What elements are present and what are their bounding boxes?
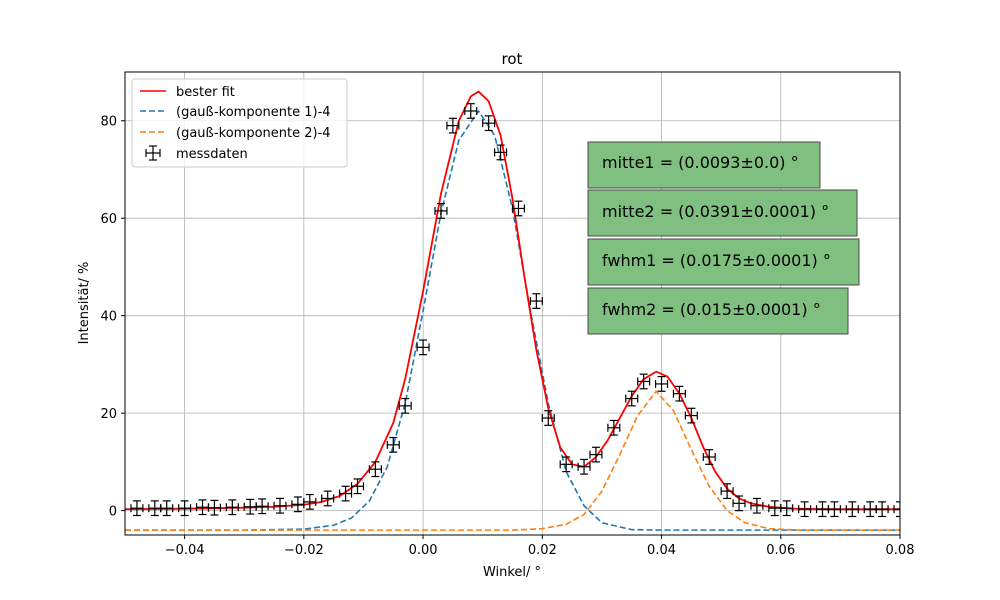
data-point (654, 376, 669, 392)
data-point (720, 483, 734, 500)
data-point (243, 498, 257, 515)
data-point (130, 500, 144, 517)
data-point (195, 499, 210, 516)
data-point (768, 500, 782, 517)
legend-label-component-2: (gauß-komponente 2)-4 (176, 126, 331, 141)
series-line-component-2 (125, 390, 900, 531)
x-axis-label: Winkel/ ° (483, 565, 541, 580)
data-point (178, 500, 192, 517)
x-tick-label: 0.06 (766, 543, 795, 558)
data-point (607, 419, 621, 436)
legend-swatch-messdaten (145, 145, 161, 161)
data-point (625, 390, 639, 407)
y-axis-label: Intensität/ % (77, 262, 92, 345)
data-point (702, 449, 716, 465)
legend-label-component-1: (gauß-komponente 1)-4 (176, 105, 331, 120)
data-point (207, 499, 221, 516)
data-point (827, 501, 841, 518)
data-point (446, 117, 460, 134)
curves (125, 90, 900, 531)
error-bars (130, 103, 900, 518)
data-point (273, 497, 287, 514)
data-point (798, 501, 812, 518)
plot-frame (124, 71, 901, 536)
data-point (339, 485, 353, 502)
series-line-fit (125, 90, 900, 511)
legend-label-fit: bester fit (176, 85, 235, 100)
data-point (350, 478, 365, 495)
data-point (511, 200, 526, 217)
annotation-box-mitte2 (587, 189, 858, 237)
x-tick-label: −0.02 (284, 543, 324, 558)
fit-parameter-annotations: mitte1 = (0.0093±0.0) ° mitte2 = (0.0391… (587, 141, 860, 335)
chart-title: rot (502, 50, 523, 68)
x-tick-label: 0.00 (409, 543, 438, 558)
annotation-box-mitte1 (587, 141, 821, 189)
data-point (541, 410, 555, 426)
data-point (416, 339, 430, 356)
data-point (255, 498, 269, 515)
data-point (577, 458, 591, 475)
data-point (482, 115, 496, 132)
data-point (386, 436, 400, 453)
legend: bester fit (gauß-komponente 1)-4 (gauß-k… (131, 78, 348, 168)
y-tick-label: 0 (109, 505, 117, 520)
y-tick-label: 40 (100, 310, 117, 325)
data-point (637, 373, 651, 390)
series-line-component-1 (125, 110, 900, 531)
data-point (148, 500, 162, 517)
data-point (303, 493, 317, 510)
data-point (780, 500, 794, 517)
x-tick-label: 0.04 (647, 543, 676, 558)
y-tick-label: 20 (100, 407, 117, 422)
y-tick-label: 80 (100, 115, 117, 130)
data-point (225, 499, 239, 516)
data-point (494, 144, 508, 161)
x-tick-label: 0.02 (528, 543, 557, 558)
data-point (875, 501, 889, 518)
annotation-mitte1: mitte1 = (0.0093±0.0) ° (602, 153, 799, 172)
x-tick-label: 0.08 (886, 543, 915, 558)
data-point (863, 501, 877, 518)
data-point (672, 385, 686, 402)
legend-label-messdaten: messdaten (176, 147, 248, 162)
data-point (845, 501, 859, 518)
data-point (750, 497, 764, 514)
annotation-fwhm1: fwhm1 = (0.0175±0.0001) ° (602, 251, 831, 270)
data-point (434, 202, 448, 219)
y-tick-label: 60 (100, 212, 117, 227)
data-point (321, 490, 335, 507)
annotation-fwhm2: fwhm2 = (0.015±0.0001) ° (602, 300, 821, 319)
data-point (368, 461, 382, 478)
legend-frame (131, 78, 348, 168)
data-point (732, 495, 746, 512)
data-point (464, 103, 478, 119)
data-point (529, 293, 543, 309)
data-point (589, 446, 603, 463)
data-point (893, 501, 900, 518)
data-point (559, 456, 573, 473)
data-point (815, 501, 830, 518)
annotation-box-fwhm2 (587, 287, 849, 335)
data-point (684, 407, 698, 424)
ticks: −0.04 −0.02 0.00 0.02 0.04 0.06 0.08 0 20 40 60 80 (100, 115, 914, 558)
data-point (160, 500, 174, 517)
data-point (398, 397, 412, 414)
data-point (291, 496, 305, 513)
annotation-mitte2: mitte2 = (0.0391±0.0001) ° (602, 202, 829, 221)
annotation-box-fwhm1 (587, 238, 860, 286)
x-tick-label: −0.04 (165, 543, 205, 558)
